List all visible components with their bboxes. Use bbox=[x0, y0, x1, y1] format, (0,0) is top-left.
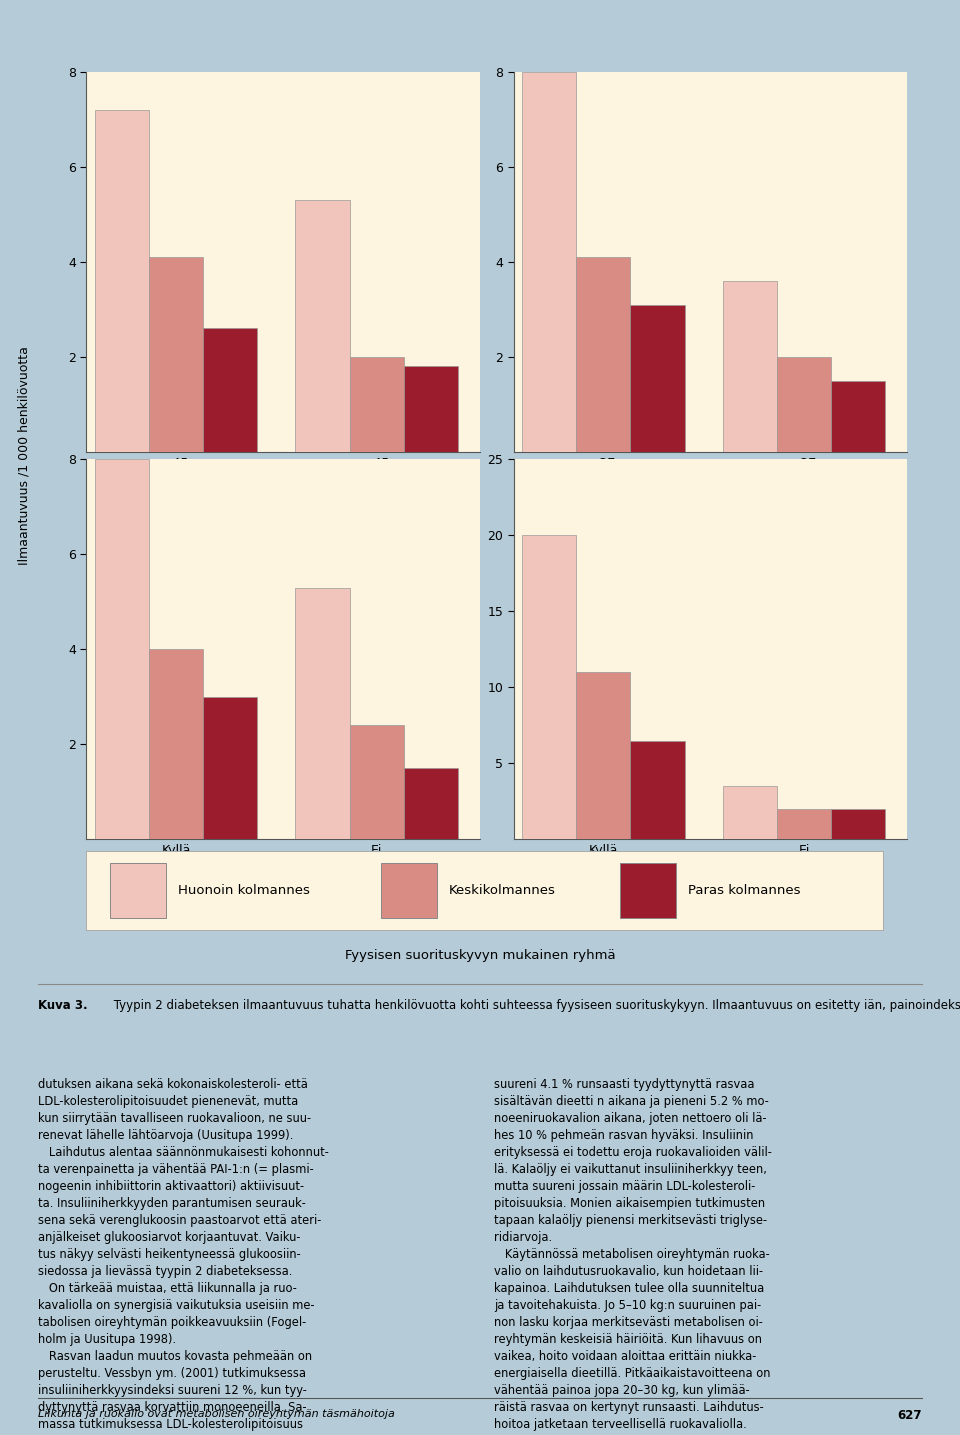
Text: suureni 4.1 % runsaasti tyydyttynyttä rasvaa
sisältävän dieetti n aikana ja pien: suureni 4.1 % runsaasti tyydyttynyttä ra… bbox=[494, 1078, 772, 1431]
X-axis label: Painoindeksi (kg/m²): Painoindeksi (kg/m²) bbox=[646, 476, 775, 489]
Bar bbox=[149, 257, 204, 452]
Text: Fyysisen suorituskyvyn mukainen ryhmä: Fyysisen suorituskyvyn mukainen ryhmä bbox=[345, 949, 615, 961]
Bar bbox=[404, 366, 458, 452]
Bar bbox=[723, 281, 777, 452]
Bar bbox=[94, 109, 149, 452]
Bar bbox=[777, 809, 831, 839]
Bar bbox=[831, 380, 885, 452]
Bar bbox=[404, 768, 458, 839]
FancyBboxPatch shape bbox=[620, 862, 676, 918]
Bar bbox=[576, 672, 631, 839]
X-axis label: Poikkeava verenglukoosin paastoarvo: Poikkeava verenglukoosin paastoarvo bbox=[592, 864, 828, 877]
Bar bbox=[777, 357, 831, 452]
Bar bbox=[349, 357, 404, 452]
X-axis label: Ikä (v): Ikä (v) bbox=[263, 476, 303, 489]
Bar bbox=[631, 740, 684, 839]
Text: Ilmaantuvuus /1 000 henkilövuotta: Ilmaantuvuus /1 000 henkilövuotta bbox=[17, 346, 31, 565]
Text: Liikunta ja ruokalio ovat metabolisen oireyhtymän täsmähoitoja: Liikunta ja ruokalio ovat metabolisen oi… bbox=[38, 1409, 396, 1419]
Bar bbox=[723, 786, 777, 839]
Bar bbox=[94, 459, 149, 839]
Text: Huonoin kolmannes: Huonoin kolmannes bbox=[178, 884, 310, 897]
Bar bbox=[576, 257, 631, 452]
Bar bbox=[204, 329, 257, 452]
Bar bbox=[296, 199, 349, 452]
Text: 627: 627 bbox=[897, 1409, 922, 1422]
Bar bbox=[149, 649, 204, 839]
Text: Kuva 3.: Kuva 3. bbox=[38, 999, 88, 1012]
Text: dutuksen aikana sekä kokonaiskolesteroli- että
LDL-kolesterolipitoisuudet pienen: dutuksen aikana sekä kokonaiskolesteroli… bbox=[38, 1078, 329, 1431]
Bar bbox=[831, 809, 885, 839]
Bar bbox=[631, 304, 684, 452]
Bar bbox=[349, 726, 404, 839]
FancyBboxPatch shape bbox=[381, 862, 437, 918]
FancyBboxPatch shape bbox=[110, 862, 166, 918]
X-axis label: Vähintään toisella vanhemmista diabetes: Vähintään toisella vanhemmista diabetes bbox=[154, 864, 413, 877]
Bar bbox=[204, 697, 257, 839]
Bar bbox=[296, 587, 349, 839]
Text: Keskikolmannes: Keskikolmannes bbox=[449, 884, 556, 897]
Text: Tyypin 2 diabeteksen ilmaantuvuus tuhatta henkilövuotta kohti suhteessa fyysisee: Tyypin 2 diabeteksen ilmaantuvuus tuhatt… bbox=[110, 999, 960, 1012]
Bar bbox=[521, 72, 576, 452]
Text: Paras kolmannes: Paras kolmannes bbox=[688, 884, 801, 897]
Bar bbox=[521, 535, 576, 839]
